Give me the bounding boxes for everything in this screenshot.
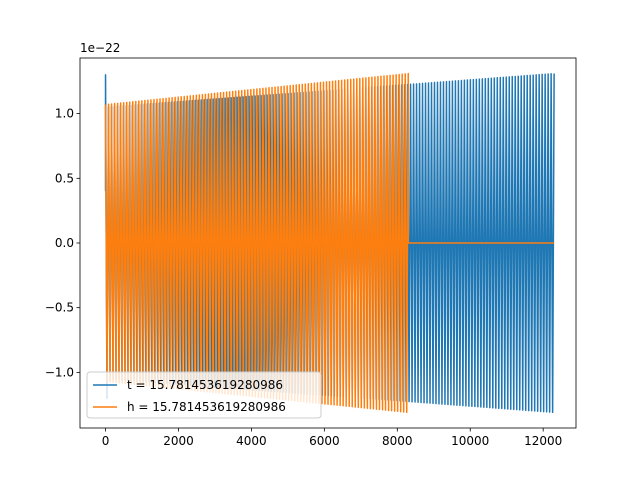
x-tick-label: 0 — [102, 434, 110, 448]
x-tick-label: 10000 — [451, 434, 489, 448]
y-tick-label: 1.0 — [55, 107, 74, 121]
legend-label: t = 15.781453619280986 — [127, 378, 283, 392]
x-tick-label: 6000 — [309, 434, 340, 448]
x-tick-label: 4000 — [236, 434, 267, 448]
legend-label: h = 15.781453619280986 — [127, 400, 286, 414]
x-tick-label: 2000 — [163, 434, 194, 448]
x-tick-label: 8000 — [382, 434, 413, 448]
legend: t = 15.781453619280986 h = 15.78145361928… — [86, 371, 322, 419]
legend-box — [86, 371, 322, 419]
y-tick-label: 0.5 — [55, 171, 74, 185]
y-tick-label: 0.0 — [55, 236, 74, 250]
y-axis: −1.0 −0.5 0.0 0.5 1.0 — [45, 107, 80, 379]
x-axis: 0 2000 4000 6000 8000 10000 12000 — [102, 428, 562, 448]
y-tick-label: −1.0 — [45, 365, 74, 379]
x-tick-label: 12000 — [524, 434, 562, 448]
y-offset-text: 1e−22 — [80, 41, 120, 55]
y-tick-label: −0.5 — [45, 301, 74, 315]
